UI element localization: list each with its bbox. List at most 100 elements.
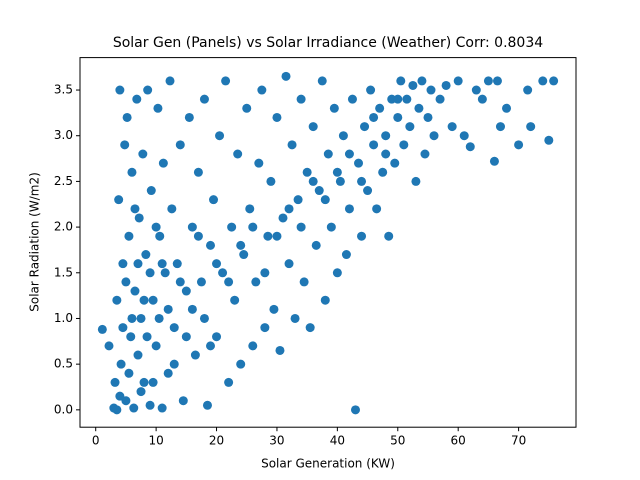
point	[308, 122, 318, 132]
point	[323, 149, 333, 159]
point	[139, 377, 149, 387]
point	[155, 231, 165, 241]
point	[126, 332, 136, 342]
y-tick-label: 0.5	[54, 357, 73, 371]
point	[344, 204, 354, 214]
point	[218, 268, 228, 278]
point	[118, 259, 128, 269]
point	[320, 295, 330, 305]
point	[544, 135, 554, 145]
point	[165, 76, 175, 86]
point	[523, 85, 533, 95]
point	[181, 286, 191, 296]
point	[115, 85, 125, 95]
point	[381, 131, 391, 141]
point	[239, 250, 249, 260]
point	[215, 131, 225, 141]
y-tick-label: 0.0	[54, 402, 73, 416]
point	[344, 149, 354, 159]
point	[266, 176, 276, 186]
point	[112, 405, 122, 415]
point	[372, 204, 382, 214]
point	[175, 140, 185, 150]
y-tick-label: 3.5	[54, 83, 73, 97]
point	[441, 80, 451, 90]
point	[248, 341, 258, 351]
point	[275, 345, 285, 355]
point	[278, 213, 288, 223]
x-tick-label: 50	[390, 434, 405, 448]
point	[284, 204, 294, 214]
point	[157, 259, 167, 269]
point	[538, 76, 548, 86]
point	[175, 277, 185, 287]
point	[357, 231, 367, 241]
point	[230, 295, 240, 305]
point	[133, 350, 143, 360]
point	[369, 112, 379, 122]
x-tick-label: 60	[451, 434, 466, 448]
point	[122, 112, 132, 122]
point	[248, 222, 258, 232]
y-tick-label: 2.5	[54, 174, 73, 188]
point	[209, 195, 219, 205]
point	[245, 204, 255, 214]
point	[163, 304, 173, 314]
point	[354, 158, 364, 168]
point	[429, 131, 439, 141]
point	[549, 76, 559, 86]
point	[260, 268, 270, 278]
point	[489, 156, 499, 166]
point	[124, 231, 134, 241]
point	[254, 158, 264, 168]
point	[366, 85, 376, 95]
point	[132, 94, 142, 104]
point	[363, 186, 373, 196]
point	[148, 377, 158, 387]
point	[167, 204, 177, 214]
point	[190, 350, 200, 360]
x-tick-label: 30	[269, 434, 284, 448]
point	[320, 195, 330, 205]
point	[242, 103, 252, 113]
point	[120, 140, 130, 150]
point	[329, 103, 339, 113]
point	[435, 94, 445, 104]
point	[236, 359, 246, 369]
point	[112, 295, 122, 305]
point	[193, 231, 203, 241]
point	[141, 250, 151, 260]
point	[526, 122, 536, 132]
point	[272, 112, 282, 122]
point	[187, 222, 197, 232]
point	[142, 332, 152, 342]
point	[290, 313, 300, 323]
point	[341, 250, 351, 260]
chart-title: Solar Gen (Panels) vs Solar Irradiance (…	[113, 35, 543, 51]
point	[296, 222, 306, 232]
point	[136, 313, 146, 323]
point	[134, 213, 144, 223]
point	[514, 140, 524, 150]
point	[133, 259, 143, 269]
point	[381, 149, 391, 159]
point	[116, 359, 126, 369]
point	[146, 186, 156, 196]
x-tick-label: 10	[148, 434, 163, 448]
point	[299, 277, 309, 287]
point	[212, 332, 222, 342]
point	[145, 400, 155, 410]
x-tick-label: 40	[330, 434, 345, 448]
point	[314, 186, 324, 196]
y-tick-label: 1.5	[54, 265, 73, 279]
point	[426, 85, 436, 95]
point	[205, 240, 215, 250]
point	[420, 149, 430, 159]
point	[347, 94, 357, 104]
point	[338, 131, 348, 141]
x-axis-label: Solar Generation (KW)	[261, 457, 395, 471]
point	[148, 295, 158, 305]
point	[360, 122, 370, 132]
